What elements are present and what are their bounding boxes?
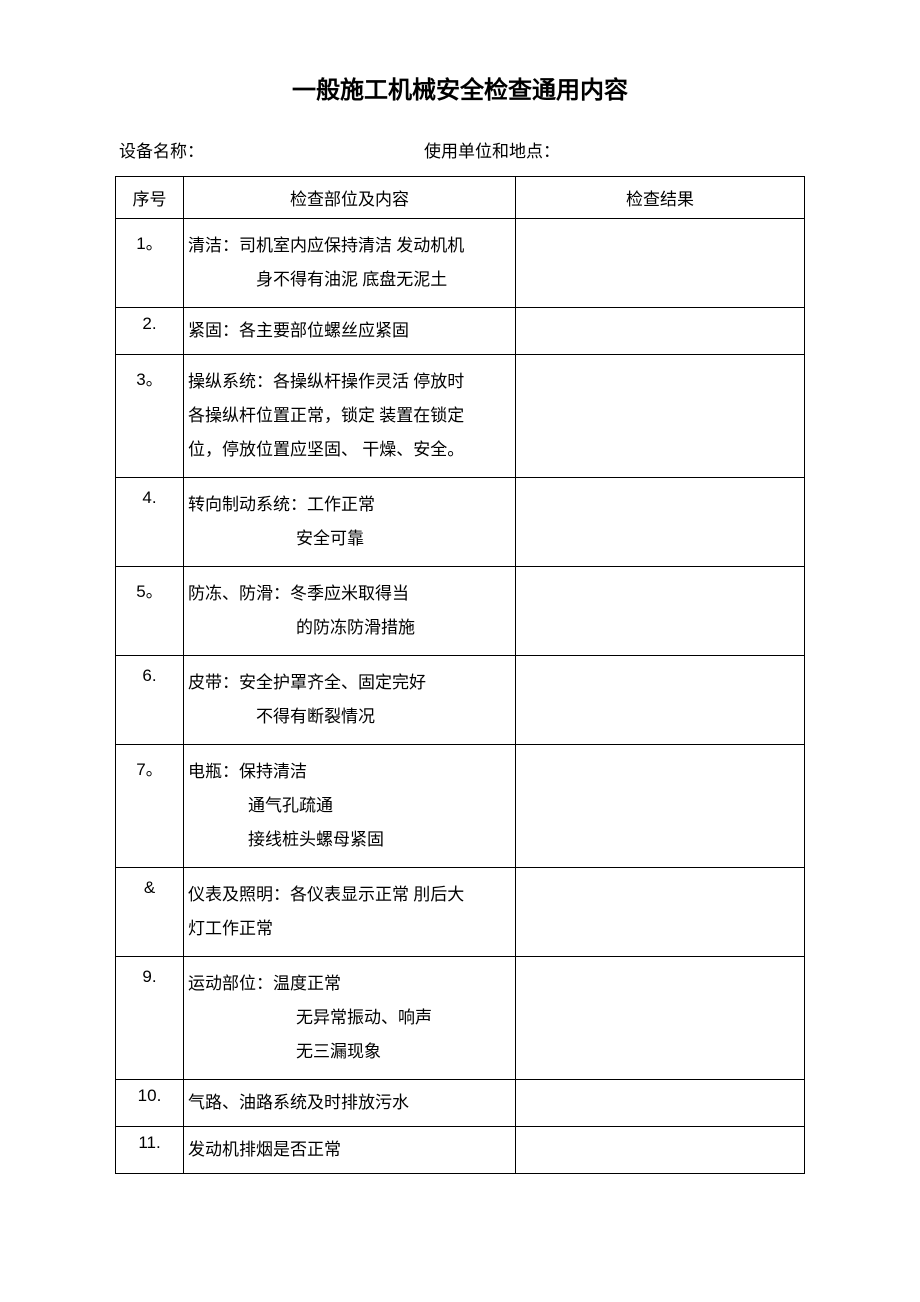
content-line: 位，停放位置应坚固、 干燥、安全。	[188, 433, 509, 467]
content-line: 电瓶：保持清洁	[188, 755, 509, 789]
content-line: 各操纵杆位置正常，锁定 装置在锁定	[188, 399, 509, 433]
table-row: 1。清洁：司机室内应保持清洁 发动机机身不得有油泥 底盘无泥土	[116, 219, 805, 308]
row-content: 转向制动系统：工作正常安全可靠	[184, 478, 516, 567]
row-result	[516, 219, 805, 308]
content-line: 转向制动系统：工作正常	[188, 488, 509, 522]
row-content: 清洁：司机室内应保持清洁 发动机机身不得有油泥 底盘无泥土	[184, 219, 516, 308]
content-line: 灯工作正常	[188, 912, 509, 946]
content-line: 运动部位：温度正常	[188, 967, 509, 1001]
table-header-row: 序号 检查部位及内容 检查结果	[116, 177, 805, 219]
equipment-name-label: 设备名称：	[119, 137, 424, 162]
content-line: 紧固：各主要部位螺丝应紧固	[188, 314, 509, 348]
content-line: 身不得有油泥 底盘无泥土	[188, 263, 509, 297]
row-content: 防冻、防滑：冬季应米取得当的防冻防滑措施	[184, 567, 516, 656]
table-row: 2.紧固：各主要部位螺丝应紧固	[116, 308, 805, 355]
row-number: 2.	[116, 308, 184, 355]
content-line: 气路、油路系统及时排放污水	[188, 1086, 509, 1120]
row-content: 操纵系统：各操纵杆操作灵活 停放时各操纵杆位置正常，锁定 装置在锁定位，停放位置…	[184, 355, 516, 478]
content-line: 无三漏现象	[188, 1035, 509, 1069]
row-number: 11.	[116, 1127, 184, 1174]
row-result	[516, 355, 805, 478]
content-line: 不得有断裂情况	[188, 700, 509, 734]
row-number: 1。	[116, 219, 184, 308]
content-line: 的防冻防滑措施	[188, 611, 509, 645]
content-line: 皮带：安全护罩齐全、固定完好	[188, 666, 509, 700]
row-result	[516, 308, 805, 355]
row-number: 5。	[116, 567, 184, 656]
row-content: 运动部位：温度正常无异常振动、响声无三漏现象	[184, 957, 516, 1080]
table-row: 10.气路、油路系统及时排放污水	[116, 1080, 805, 1127]
table-row: 4.转向制动系统：工作正常安全可靠	[116, 478, 805, 567]
row-result	[516, 957, 805, 1080]
row-number: 7。	[116, 745, 184, 868]
row-content: 皮带：安全护罩齐全、固定完好不得有断裂情况	[184, 656, 516, 745]
table-row: 3。操纵系统：各操纵杆操作灵活 停放时各操纵杆位置正常，锁定 装置在锁定位，停放…	[116, 355, 805, 478]
content-line: 安全可靠	[188, 522, 509, 556]
content-line: 发动机排烟是否正常	[188, 1133, 509, 1167]
row-result	[516, 745, 805, 868]
col-header-content: 检查部位及内容	[184, 177, 516, 219]
row-result	[516, 1127, 805, 1174]
content-line: 仪表及照明：各仪表显示正常 刖后大	[188, 878, 509, 912]
row-result	[516, 567, 805, 656]
row-result	[516, 478, 805, 567]
table-row: 5。防冻、防滑：冬季应米取得当的防冻防滑措施	[116, 567, 805, 656]
content-line: 接线桩头螺母紧固	[188, 823, 509, 857]
content-line: 防冻、防滑：冬季应米取得当	[188, 577, 509, 611]
content-line: 无异常振动、响声	[188, 1001, 509, 1035]
col-header-num: 序号	[116, 177, 184, 219]
row-content: 仪表及照明：各仪表显示正常 刖后大灯工作正常	[184, 868, 516, 957]
content-line: 清洁：司机室内应保持清洁 发动机机	[188, 229, 509, 263]
table-row: 11.发动机排烟是否正常	[116, 1127, 805, 1174]
row-content: 电瓶：保持清洁通气孔疏通接线桩头螺母紧固	[184, 745, 516, 868]
col-header-result: 检查结果	[516, 177, 805, 219]
page-title: 一般施工机械安全检查通用内容	[115, 70, 805, 105]
table-row: 7。电瓶：保持清洁通气孔疏通接线桩头螺母紧固	[116, 745, 805, 868]
row-number: 9.	[116, 957, 184, 1080]
table-row: 9.运动部位：温度正常无异常振动、响声无三漏现象	[116, 957, 805, 1080]
row-content: 发动机排烟是否正常	[184, 1127, 516, 1174]
row-number: 3。	[116, 355, 184, 478]
row-result	[516, 656, 805, 745]
row-result	[516, 1080, 805, 1127]
unit-location-label: 使用单位和地点：	[424, 137, 801, 162]
content-line: 操纵系统：各操纵杆操作灵活 停放时	[188, 365, 509, 399]
row-number: &	[116, 868, 184, 957]
row-number: 6.	[116, 656, 184, 745]
inspection-table: 序号 检查部位及内容 检查结果 1。清洁：司机室内应保持清洁 发动机机身不得有油…	[115, 176, 805, 1174]
form-header: 设备名称： 使用单位和地点：	[115, 137, 805, 162]
content-line: 通气孔疏通	[188, 789, 509, 823]
row-result	[516, 868, 805, 957]
row-content: 气路、油路系统及时排放污水	[184, 1080, 516, 1127]
row-number: 10.	[116, 1080, 184, 1127]
row-content: 紧固：各主要部位螺丝应紧固	[184, 308, 516, 355]
row-number: 4.	[116, 478, 184, 567]
table-row: &仪表及照明：各仪表显示正常 刖后大灯工作正常	[116, 868, 805, 957]
table-row: 6.皮带：安全护罩齐全、固定完好不得有断裂情况	[116, 656, 805, 745]
